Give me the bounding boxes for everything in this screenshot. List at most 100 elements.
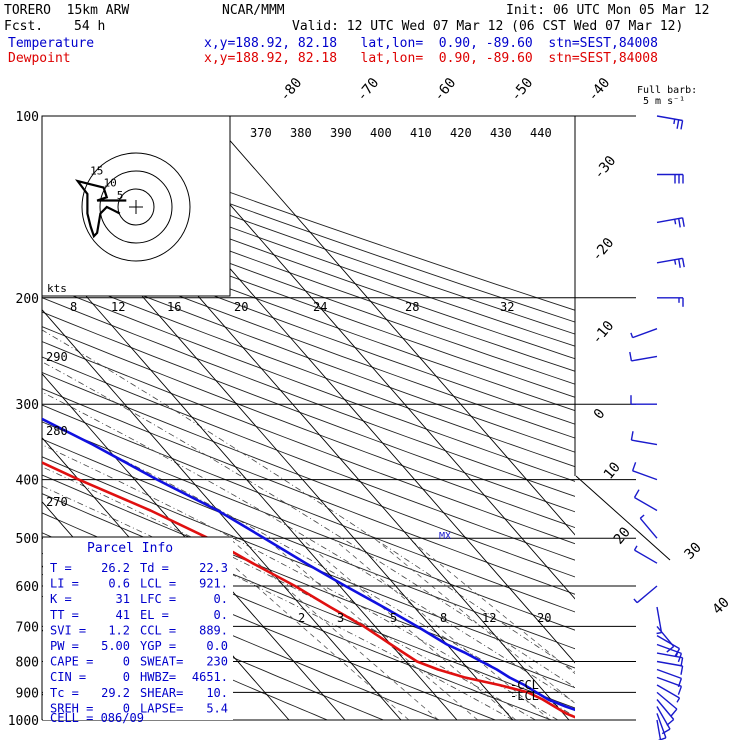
moist-adiabat-line — [42, 361, 575, 688]
max-level-marker: MX — [439, 531, 451, 542]
pressure-tick-label: 200 — [16, 292, 39, 307]
wind-barb-flag — [633, 489, 640, 498]
theta-label: 390 — [330, 126, 352, 140]
temperature-tick-label: -20 — [589, 235, 618, 265]
mixing-ratio-label: 32 — [500, 300, 514, 314]
parcel-info-label: LI = — [50, 577, 79, 591]
temperature-station-info: x,y=188.92, 82.18 lat,lon= 0.90, -89.60 … — [204, 36, 658, 51]
dry-adiabat-line — [42, 229, 575, 425]
wind-barb-staff — [636, 585, 658, 604]
temperature-tick-label: -50 — [508, 75, 537, 105]
parcel-info-label: SHEAR= — [140, 686, 183, 700]
mixing-ratio-label: 16 — [167, 300, 181, 314]
wind-barb-staff — [656, 691, 678, 710]
parcel-info-value: 0 — [123, 701, 130, 715]
wind-barb-half-flag — [656, 631, 662, 635]
parcel-info-label: K = — [50, 592, 72, 606]
parcel-info-label: SWEAT= — [140, 655, 183, 669]
wind-barb — [633, 585, 658, 604]
moist-adiabat-line — [42, 329, 575, 673]
mixing-ratio-label: 20 — [234, 300, 248, 314]
parcel-info-label: LFC = — [140, 592, 176, 606]
mixing-ratio-line — [300, 537, 517, 720]
wind-barb-flag — [666, 645, 675, 653]
parcel-info-label: Td = — [140, 561, 169, 575]
hodograph-ring — [81, 152, 191, 262]
parcel-info-label: Tc = — [50, 686, 79, 700]
wind-barb-flag — [677, 653, 683, 663]
parcel-info-label: CAPE = — [50, 655, 93, 669]
mixing-ratio-label: 5 — [390, 611, 397, 625]
mixing-ratio-label: 3 — [337, 611, 344, 625]
dry-adiabat-line — [42, 204, 575, 398]
wind-barb — [630, 431, 658, 446]
theta-label: 370 — [250, 126, 272, 140]
temperature-tick-label: -40 — [585, 75, 614, 105]
parcel-info-value: 230 — [206, 655, 228, 669]
wind-barb-half-flag — [630, 332, 634, 338]
dry-adiabat-line — [42, 456, 575, 669]
wind-barb-staff — [656, 699, 675, 720]
wind-barb-flag — [670, 708, 678, 717]
mixing-ratio-label: 12 — [111, 300, 125, 314]
wind-barb — [656, 652, 684, 667]
parcel-info-label: CCL = — [140, 623, 176, 637]
wind-barb-staff — [631, 439, 658, 446]
wind-barb-flag — [681, 217, 685, 227]
parcel-info-value: 1.2 — [108, 623, 130, 637]
wind-barb-flag — [631, 462, 637, 472]
temperature-tick-label: 0 — [591, 406, 609, 423]
wind-barb — [629, 351, 658, 362]
wind-barb-half-flag — [633, 545, 638, 551]
wind-barb — [656, 668, 683, 688]
hodograph-ring — [99, 170, 173, 244]
wind-barb — [656, 691, 678, 717]
wind-barb-staff — [631, 355, 658, 362]
hodograph-units-label: kts — [47, 282, 67, 295]
wind-barb-flag — [681, 258, 685, 268]
parcel-info-value: 29.2 — [101, 686, 130, 700]
theta-label: 290 — [46, 350, 68, 364]
wind-barb — [631, 462, 658, 481]
model-title: TORERO 15km ARW — [4, 3, 130, 18]
wind-barb — [656, 684, 681, 703]
parcel-info-label: LCL = — [140, 577, 176, 591]
wind-barb-flag — [674, 648, 681, 657]
theta-label: 430 — [490, 126, 512, 140]
wind-barb-staff — [656, 625, 675, 647]
wind-barb-staff — [634, 549, 658, 564]
hodograph-ring-label: 5 — [117, 189, 124, 202]
wind-barb — [657, 297, 684, 307]
mixing-ratio-label: 20 — [537, 611, 551, 625]
parcel-info-label: SVI = — [50, 623, 86, 637]
dry-adiabat-line — [42, 341, 575, 545]
moist-adiabat-line — [42, 391, 575, 703]
init-time: Init: 06 UTC Mon 05 Mar 12 — [506, 3, 710, 18]
wind-barb-staff — [656, 652, 683, 659]
wind-barb-staff — [656, 713, 667, 739]
wind-barb-half-flag — [674, 259, 677, 265]
hodograph-ring-label: 10 — [103, 177, 116, 190]
parcel-info-label: PW = — [50, 639, 79, 653]
barb-legend-line2: 5 m s⁻¹ — [643, 96, 685, 107]
wind-barb-half-flag — [676, 697, 681, 703]
isotherm-line — [42, 309, 402, 720]
wind-barb — [656, 699, 675, 726]
pressure-tick-label: 500 — [16, 532, 39, 547]
pressure-tick-label: 700 — [16, 620, 39, 635]
theta-label: 270 — [46, 495, 68, 509]
wind-barb-flag — [676, 119, 680, 129]
dry-adiabat-line — [42, 255, 575, 453]
wind-barb-staff — [656, 676, 682, 687]
wind-barb-flag — [678, 258, 681, 268]
wind-barb-staff — [656, 668, 682, 680]
wind-barb-flag — [680, 657, 684, 667]
wind-barb — [656, 719, 662, 740]
dewpoint-legend: Dewpoint — [8, 51, 71, 66]
wind-barb — [633, 545, 658, 564]
temperature-tick-label: -80 — [277, 75, 306, 105]
parcel-info-value: 889. — [199, 623, 228, 637]
parcel-info-label: EL = — [140, 608, 169, 622]
dewpoint-station-info: x,y=188.92, 82.18 lat,lon= 0.90, -89.60 … — [204, 51, 658, 66]
wind-barb-flag — [677, 686, 683, 695]
